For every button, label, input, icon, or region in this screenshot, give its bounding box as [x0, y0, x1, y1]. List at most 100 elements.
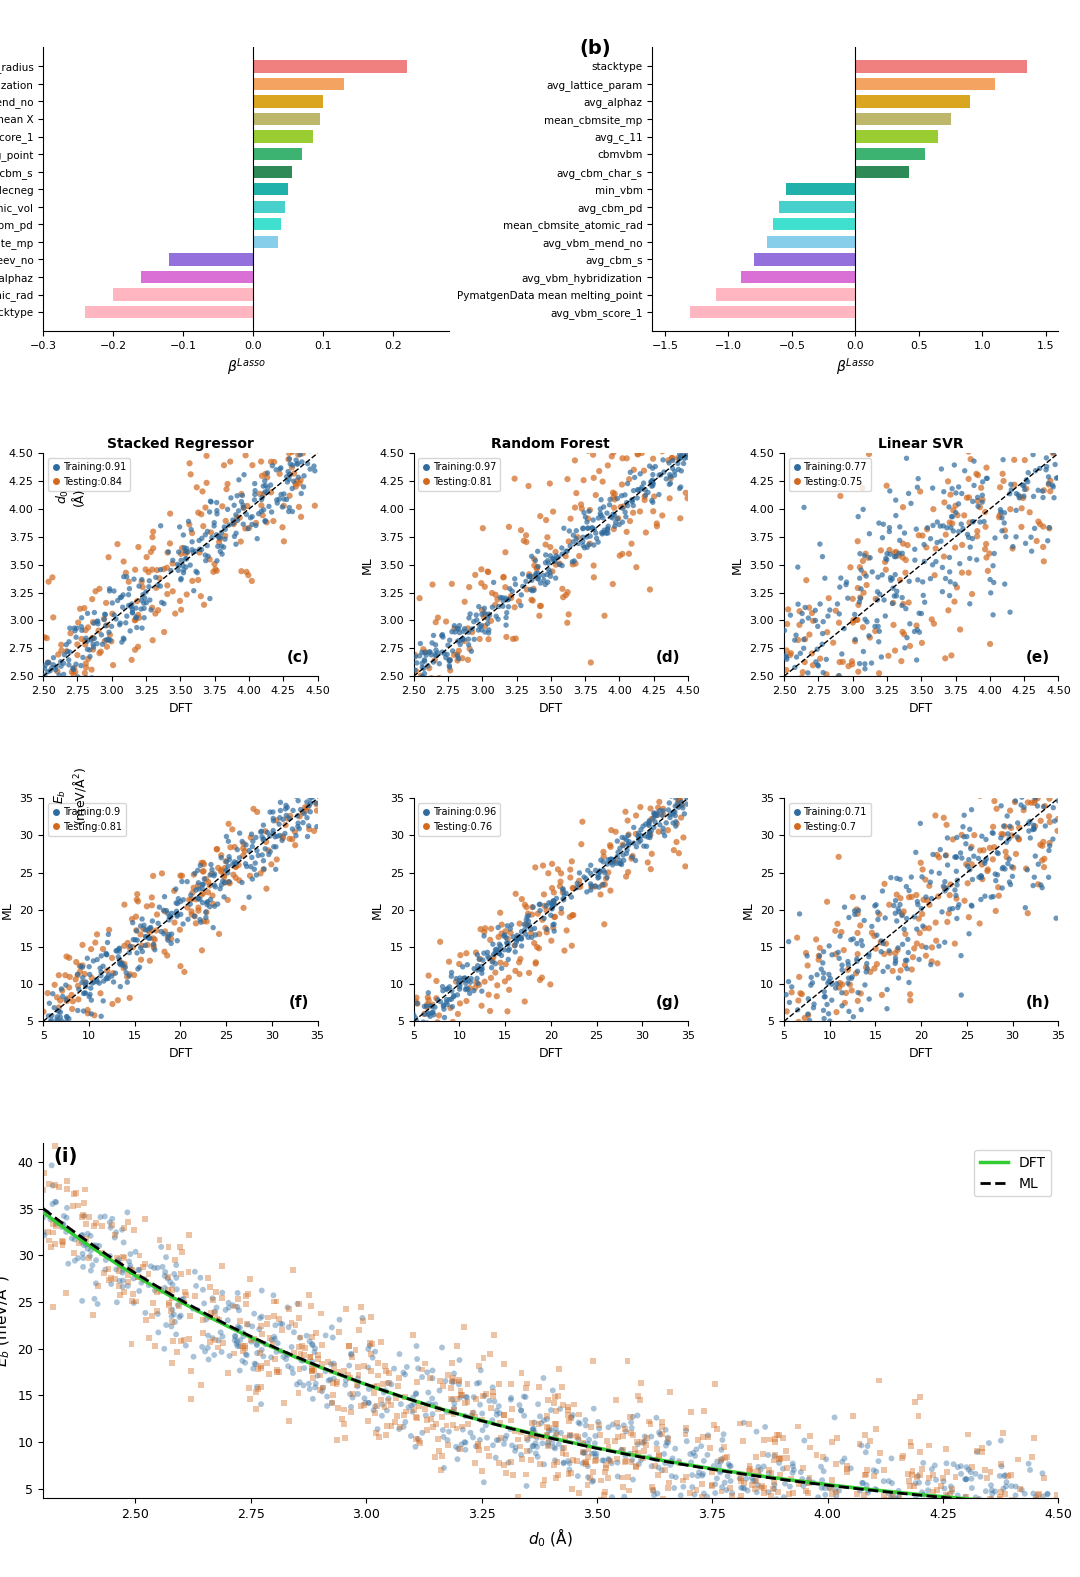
Testing:0.81 — [194, 859, 212, 885]
Testing:0.81 — [677, 479, 694, 505]
Testing:0.7 — [921, 893, 939, 918]
Training:0.71 — [834, 957, 851, 982]
ML — [340, 1334, 357, 1359]
Testing:0.81 — [52, 1012, 69, 1038]
Testing:0.75 — [819, 620, 836, 645]
Training:0.71 — [1040, 864, 1057, 889]
DFT — [897, 1514, 915, 1539]
Training:0.9 — [110, 937, 127, 962]
Testing:0.76 — [595, 844, 612, 869]
ML — [473, 1459, 490, 1484]
Training:0.97 — [420, 639, 437, 664]
Training:0.97 — [414, 650, 431, 675]
Training:0.71 — [805, 995, 822, 1020]
ML — [780, 1493, 797, 1519]
Training:0.71 — [945, 782, 962, 807]
Y-axis label: ML: ML — [731, 555, 744, 574]
Testing:0.7 — [973, 852, 990, 877]
DFT — [579, 1465, 596, 1490]
Training:0.97 — [476, 620, 494, 645]
DFT — [53, 1214, 70, 1240]
Testing:0.76 — [407, 1014, 424, 1039]
ML — [801, 1465, 819, 1490]
Testing:0.84 — [188, 475, 205, 500]
DFT — [140, 1273, 158, 1298]
ML — [219, 1359, 237, 1385]
Training:0.96 — [555, 882, 572, 907]
Testing:0.7 — [839, 957, 856, 982]
Testing:0.76 — [497, 951, 514, 976]
Training:0.77 — [781, 787, 798, 812]
Training:0.97 — [480, 601, 497, 626]
Testing:0.76 — [586, 874, 604, 899]
Testing:0.75 — [981, 541, 998, 566]
Bar — [767, 235, 855, 248]
ML — [629, 1440, 646, 1465]
ML — [643, 1474, 660, 1500]
Training:0.71 — [815, 1006, 833, 1031]
Testing:0.75 — [791, 612, 808, 637]
Training:0.9 — [289, 788, 307, 814]
ML — [76, 1176, 93, 1202]
Testing:0.84 — [201, 547, 218, 572]
Training:0.97 — [514, 561, 531, 587]
ML — [743, 1473, 760, 1498]
Training:0.97 — [514, 574, 531, 599]
ML — [801, 1424, 819, 1449]
DFT — [407, 1381, 424, 1407]
ML — [942, 1481, 959, 1506]
DFT — [407, 1380, 424, 1405]
Training:0.96 — [473, 954, 490, 979]
Testing:0.81 — [125, 962, 143, 987]
Testing:0.81 — [573, 434, 591, 459]
Testing:0.81 — [121, 962, 138, 987]
Testing:0.7 — [870, 902, 888, 927]
Testing:0.81 — [473, 571, 490, 596]
Training:0.97 — [676, 443, 693, 468]
Training:0.9 — [298, 790, 315, 815]
Training:0.97 — [460, 632, 477, 658]
Training:0.77 — [818, 691, 835, 716]
ML — [540, 1415, 557, 1440]
ML — [627, 1454, 645, 1479]
Testing:0.81 — [420, 656, 437, 681]
Testing:0.81 — [297, 795, 314, 820]
Training:0.9 — [120, 964, 137, 989]
Training:0.91 — [175, 557, 192, 582]
Testing:0.84 — [164, 550, 181, 576]
Training:0.91 — [292, 442, 309, 467]
Testing:0.76 — [623, 845, 640, 871]
Training:0.97 — [450, 617, 468, 642]
Testing:0.81 — [500, 514, 517, 539]
Testing:0.84 — [76, 596, 93, 621]
DFT — [981, 1430, 998, 1456]
DFT — [760, 1479, 778, 1504]
ML — [592, 1468, 609, 1493]
Training:0.71 — [887, 951, 904, 976]
Training:0.71 — [960, 921, 977, 946]
Testing:0.81 — [441, 647, 458, 672]
DFT — [665, 1476, 683, 1501]
ML — [982, 1486, 999, 1511]
DFT — [714, 1427, 731, 1452]
Training:0.96 — [420, 1001, 437, 1027]
DFT — [229, 1295, 246, 1320]
Testing:0.76 — [529, 900, 546, 926]
DFT — [724, 1481, 741, 1506]
Training:0.97 — [462, 639, 480, 664]
Training:0.77 — [966, 448, 983, 473]
DFT — [284, 1361, 301, 1386]
Testing:0.75 — [1013, 495, 1030, 520]
DFT — [234, 1320, 252, 1345]
Testing:0.7 — [832, 970, 849, 995]
Testing:0.76 — [565, 902, 582, 927]
DFT — [450, 1347, 468, 1372]
ML — [827, 1451, 845, 1476]
Training:0.91 — [127, 596, 145, 621]
Training:0.77 — [787, 623, 805, 648]
Testing:0.75 — [893, 648, 910, 673]
DFT — [784, 1454, 801, 1479]
DFT — [750, 1454, 767, 1479]
Training:0.9 — [144, 908, 161, 934]
DFT — [490, 1394, 508, 1419]
